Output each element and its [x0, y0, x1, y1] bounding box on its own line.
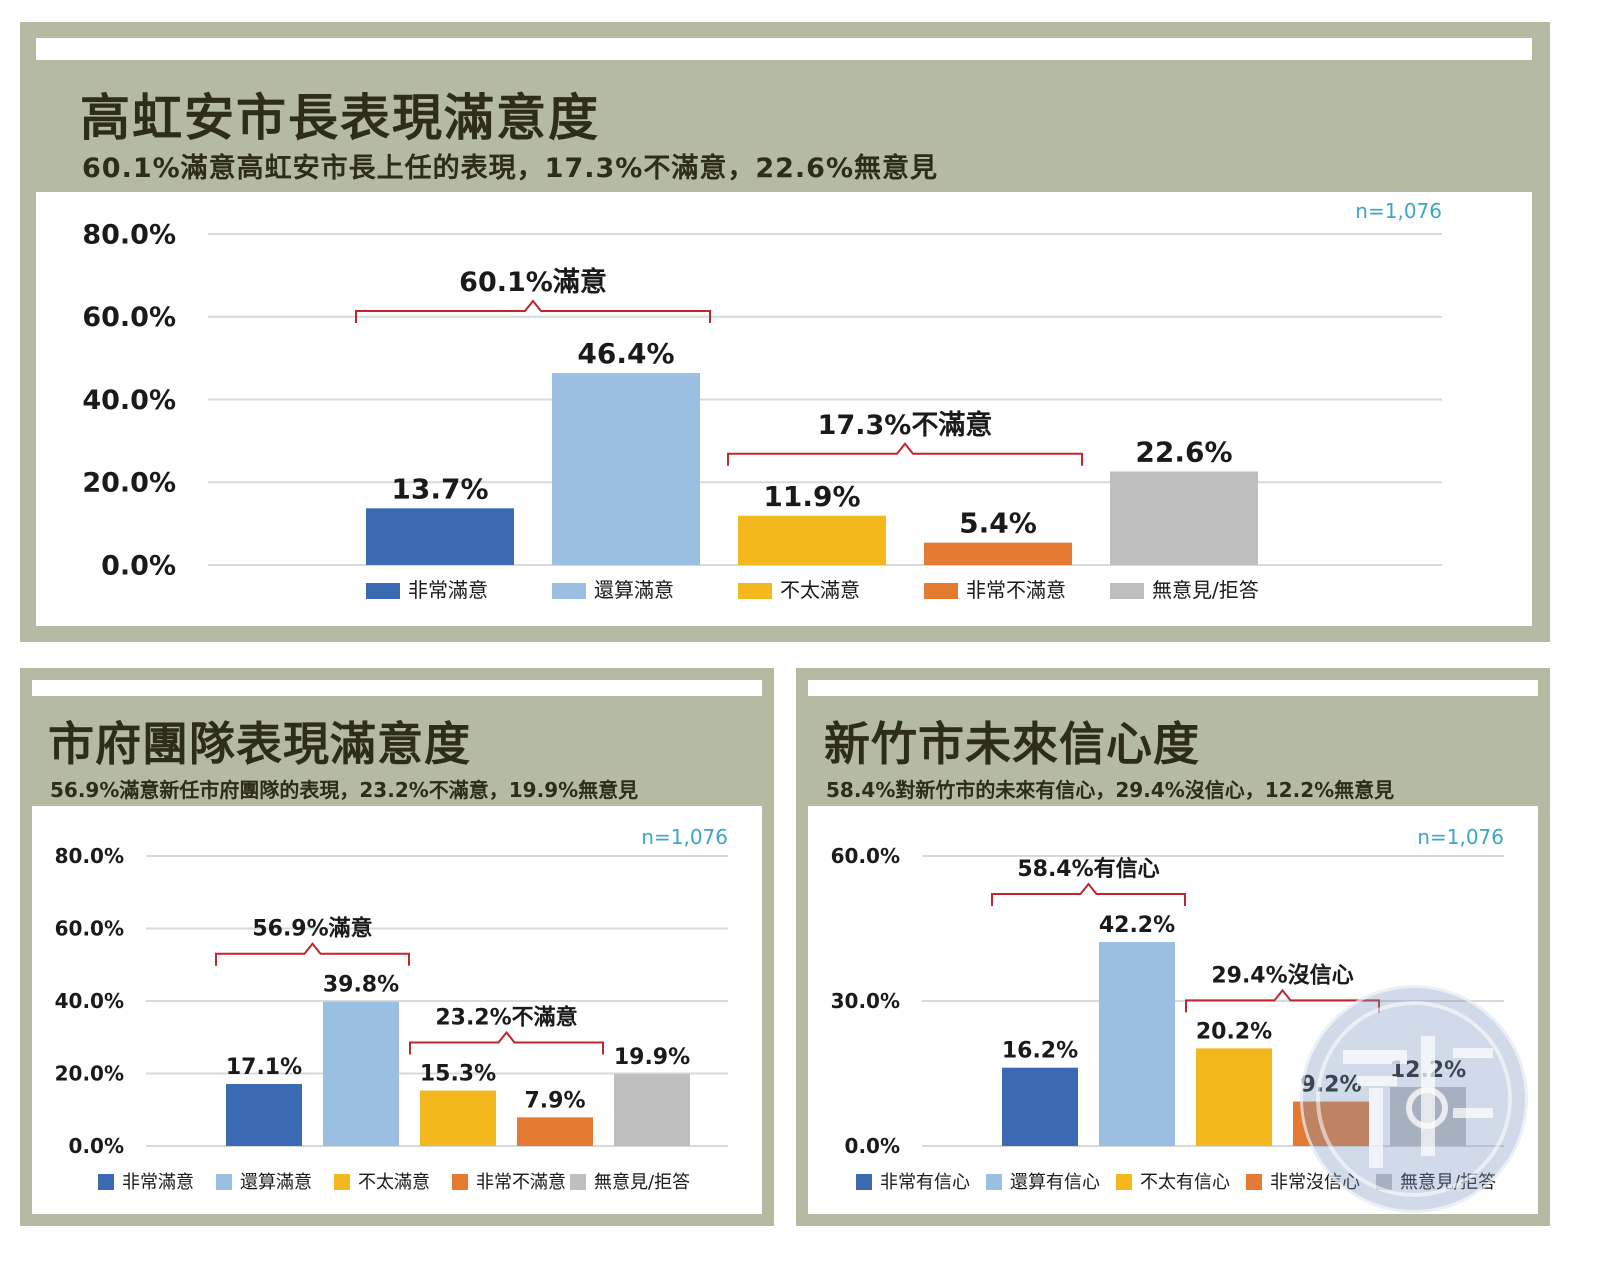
- legend-swatch: [986, 1174, 1002, 1190]
- legend-swatch: [1110, 583, 1144, 599]
- y-tick-label: 40.0%: [55, 989, 124, 1013]
- legend-swatch: [924, 583, 958, 599]
- legend-entry: 非常有信心: [880, 1172, 970, 1193]
- legend-entry: 非常不滿意: [476, 1172, 566, 1193]
- annotation-bracket: [991, 882, 1186, 907]
- bar-value-label: 46.4%: [577, 337, 674, 370]
- bar-1: [366, 508, 514, 565]
- annotation-bracket: [727, 442, 1083, 466]
- legend-entry: 無意見/拒答: [1152, 578, 1259, 602]
- legend-swatch: [552, 583, 586, 599]
- y-tick-label: 80.0%: [82, 219, 176, 250]
- panel-top-strip: [32, 680, 762, 696]
- bar-3: [738, 515, 886, 565]
- y-tick-label: 20.0%: [82, 468, 176, 499]
- legend-swatch: [1246, 1174, 1262, 1190]
- panel-title: 市府團隊表現滿意度: [48, 717, 471, 771]
- bar-1: [1002, 1067, 1078, 1146]
- annotation-label: 56.9%滿意: [252, 916, 372, 942]
- legend-entry: 不太滿意: [358, 1172, 430, 1193]
- bar-5: [614, 1073, 690, 1146]
- sample-size-label: n=1,076: [641, 825, 728, 849]
- legend-swatch: [452, 1174, 468, 1190]
- bar-value-label: 39.8%: [323, 973, 399, 998]
- panel-subtitle: 60.1%滿意高虹安市長上任的表現，17.3%不滿意，22.6%無意見: [82, 153, 939, 184]
- panel-top-strip: [36, 38, 1532, 60]
- bar-2: [323, 1001, 399, 1146]
- sample-size-label: n=1,076: [1355, 199, 1442, 223]
- panel-subtitle: 58.4%對新竹市的未來有信心，29.4%沒信心，12.2%無意見: [826, 778, 1395, 802]
- y-tick-label: 0.0%: [845, 1134, 900, 1158]
- bar-4: [924, 542, 1072, 565]
- legend-swatch: [856, 1174, 872, 1190]
- annotation-label: 60.1%滿意: [459, 266, 607, 298]
- page-title: 高虹安市長表現滿意度: [80, 89, 600, 147]
- y-tick-label: 30.0%: [831, 989, 900, 1013]
- bar-2: [552, 373, 700, 565]
- legend-swatch: [216, 1174, 232, 1190]
- legend-entry: 非常滿意: [408, 578, 488, 602]
- panel-title: 新竹市未來信心度: [824, 717, 1200, 771]
- sample-size-label: n=1,076: [1417, 825, 1504, 849]
- bar-2: [1099, 942, 1175, 1146]
- bar-3: [420, 1090, 496, 1146]
- bar-value-label: 22.6%: [1135, 435, 1232, 468]
- annotation-label: 58.4%有信心: [1017, 856, 1159, 882]
- annotation-label: 17.3%不滿意: [818, 409, 993, 441]
- legend-entry: 非常不滿意: [966, 578, 1066, 602]
- legend-entry: 還算滿意: [240, 1172, 312, 1193]
- bar-value-label: 15.3%: [420, 1062, 496, 1087]
- legend-swatch: [98, 1174, 114, 1190]
- y-tick-label: 20.0%: [55, 1062, 124, 1086]
- mirror-weekly-logo-icon: [1300, 985, 1528, 1213]
- annotation-label: 29.4%沒信心: [1211, 962, 1353, 988]
- legend-swatch: [366, 583, 400, 599]
- panel-mayor-satisfaction: 高虹安市長表現滿意度 60.1%滿意高虹安市長上任的表現，17.3%不滿意，22…: [20, 22, 1550, 642]
- legend-swatch: [738, 583, 772, 599]
- panel-subtitle: 56.9%滿意新任市府團隊的表現，23.2%不滿意，19.9%無意見: [50, 778, 639, 802]
- chart-government-team-satisfaction: n=1,076 0.0% 20.0% 40.0% 60.0% 80.0% 17.1% 39.8…: [55, 825, 728, 1193]
- y-tick-label: 60.0%: [82, 302, 176, 333]
- bar-4: [517, 1117, 593, 1146]
- bar-5: [1110, 471, 1258, 565]
- chart-mayor-satisfaction: n=1,076 0.0% 20.0% 40.0% 60.0% 80.0% 13.7% 46.4…: [82, 199, 1442, 602]
- y-tick-label: 0.0%: [69, 1134, 124, 1158]
- annotation-bracket: [355, 299, 711, 324]
- bar-value-label: 19.9%: [614, 1045, 690, 1070]
- y-tick-label: 0.0%: [101, 550, 176, 581]
- bar-value-label: 7.9%: [524, 1088, 585, 1113]
- legend-swatch: [1116, 1174, 1132, 1190]
- bar-value-label: 16.2%: [1002, 1039, 1078, 1064]
- annotation-bracket: [409, 1030, 604, 1055]
- y-tick-label: 60.0%: [831, 844, 900, 868]
- y-tick-label: 60.0%: [55, 917, 124, 941]
- annotation-bracket: [215, 942, 410, 966]
- bar-value-label: 13.7%: [391, 472, 488, 505]
- legend-swatch: [334, 1174, 350, 1190]
- bar-value-label: 5.4%: [959, 507, 1037, 540]
- legend-entry: 非常滿意: [122, 1172, 194, 1193]
- bar-3: [1196, 1048, 1272, 1146]
- legend-entry: 無意見/拒答: [594, 1172, 690, 1193]
- chart-area: n=1,076 0.0% 20.0% 40.0% 60.0% 80.0% 13.7% 46.4…: [36, 192, 1532, 626]
- annotation-label: 23.2%不滿意: [435, 1005, 577, 1031]
- bar-value-label: 17.1%: [226, 1055, 302, 1080]
- legend-entry: 還算滿意: [594, 578, 674, 602]
- legend-entry: 還算有信心: [1010, 1172, 1100, 1193]
- chart-area: n=1,076 0.0% 20.0% 40.0% 60.0% 80.0% 17.1% 39.8…: [32, 806, 762, 1214]
- y-tick-label: 80.0%: [55, 844, 124, 868]
- panel-top-strip: [808, 680, 1538, 696]
- panel-government-team-satisfaction: 市府團隊表現滿意度 56.9%滿意新任市府團隊的表現，23.2%不滿意，19.9…: [20, 668, 774, 1226]
- bar-value-label: 42.2%: [1099, 913, 1175, 938]
- legend-entry: 不太滿意: [780, 578, 860, 602]
- y-tick-label: 40.0%: [82, 385, 176, 416]
- bar-1: [226, 1084, 302, 1146]
- legend-entry: 不太有信心: [1140, 1172, 1230, 1193]
- logo-glyph: [1316, 1001, 1512, 1197]
- bar-value-label: 11.9%: [763, 480, 860, 513]
- legend-swatch: [570, 1174, 586, 1190]
- bar-value-label: 20.2%: [1196, 1019, 1272, 1044]
